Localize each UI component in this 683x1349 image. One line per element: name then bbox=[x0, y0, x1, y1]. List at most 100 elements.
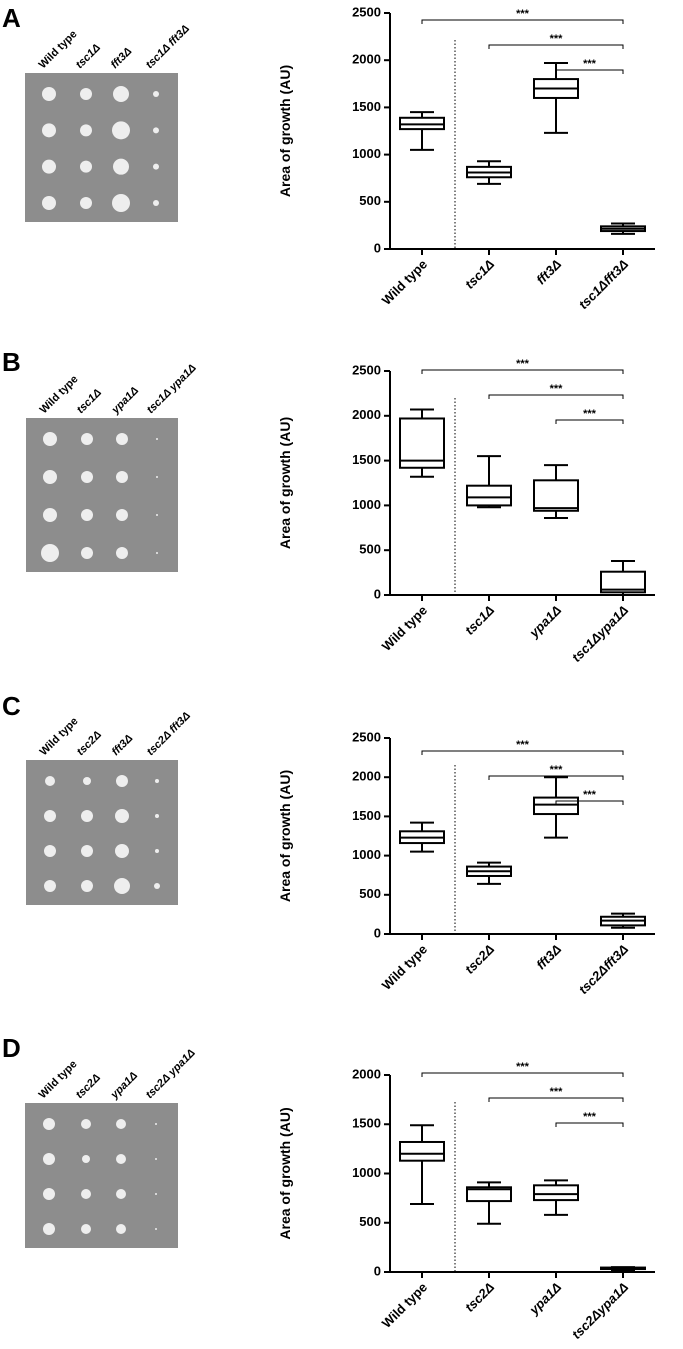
colony-spot bbox=[113, 158, 129, 175]
colony-spot bbox=[81, 810, 93, 822]
colony-spot bbox=[116, 1224, 126, 1234]
significance-label: *** bbox=[516, 358, 530, 370]
y-tick-label: 2500 bbox=[352, 362, 381, 377]
panel-letter: D bbox=[2, 1033, 21, 1063]
y-tick-label: 2500 bbox=[352, 4, 381, 19]
y-axis-label: Area of growth (AU) bbox=[277, 770, 293, 902]
colony-spot bbox=[42, 196, 56, 210]
colony-spot bbox=[44, 880, 56, 892]
colony-spot bbox=[44, 845, 56, 857]
colony-spot bbox=[115, 844, 129, 858]
plate-label: Wild type bbox=[38, 373, 81, 416]
significance-bracket bbox=[555, 69, 624, 74]
y-tick-label: 2000 bbox=[352, 769, 381, 784]
colony-spot bbox=[116, 471, 128, 483]
plate-label: tsc2Δ ypa1Δ bbox=[144, 1047, 198, 1101]
colony-spot bbox=[113, 86, 129, 102]
colony-spot bbox=[42, 123, 56, 138]
colony-spot bbox=[43, 1188, 55, 1200]
colony-spot bbox=[81, 547, 93, 559]
x-tick-label: tsc1Δ bbox=[462, 256, 497, 291]
panel-letter: B bbox=[2, 347, 21, 377]
colony-spot bbox=[43, 1118, 55, 1130]
y-tick-label: 500 bbox=[359, 193, 381, 208]
colony-spot bbox=[156, 438, 158, 440]
x-tick-label: fft3Δ bbox=[533, 941, 564, 972]
y-tick-label: 1000 bbox=[352, 847, 381, 862]
significance-label: *** bbox=[550, 383, 564, 395]
y-tick-label: 0 bbox=[374, 925, 381, 940]
colony-spot bbox=[81, 845, 93, 857]
colony-spot bbox=[80, 197, 92, 209]
y-tick-label: 1500 bbox=[352, 1116, 381, 1131]
colony-spot bbox=[156, 476, 158, 478]
plate-label: tsc2Δ fft3Δ bbox=[145, 710, 193, 758]
significance-bracket bbox=[421, 369, 624, 374]
box bbox=[466, 1186, 512, 1203]
significance-label: *** bbox=[516, 739, 530, 751]
y-axis-label: Area of growth (AU) bbox=[277, 417, 293, 549]
colony-spot bbox=[83, 777, 91, 785]
significance-bracket bbox=[555, 419, 624, 424]
y-tick-label: 1500 bbox=[352, 99, 381, 114]
colony-spot bbox=[112, 121, 130, 140]
panel-letter: A bbox=[2, 3, 21, 33]
x-tick-label: tsc1Δ bbox=[462, 602, 497, 637]
x-tick-label: Wild type bbox=[379, 257, 430, 308]
significance-bracket bbox=[555, 800, 624, 805]
y-tick-label: 1000 bbox=[352, 146, 381, 161]
x-tick-label: Wild type bbox=[379, 1280, 430, 1331]
box bbox=[533, 796, 579, 816]
significance-label: *** bbox=[516, 8, 530, 20]
y-tick-label: 1000 bbox=[352, 497, 381, 512]
significance-label: *** bbox=[583, 1111, 597, 1123]
box bbox=[533, 479, 579, 512]
plate-label: tsc1Δ bbox=[75, 387, 104, 416]
significance-label: *** bbox=[583, 58, 597, 70]
colony-spot bbox=[153, 163, 159, 170]
colony-spot bbox=[116, 433, 128, 445]
colony-spot bbox=[81, 1119, 91, 1129]
y-tick-label: 500 bbox=[359, 886, 381, 901]
colony-spot bbox=[80, 124, 92, 137]
plate-label: Wild type bbox=[37, 28, 80, 71]
colony-spot bbox=[116, 547, 128, 559]
plate-label: ypa1Δ bbox=[109, 385, 141, 417]
plate-label: fft3Δ bbox=[110, 732, 136, 758]
colony-spot bbox=[116, 775, 128, 787]
colony-spot bbox=[156, 552, 158, 554]
plate-label: Wild type bbox=[37, 1058, 80, 1101]
colony-spot bbox=[81, 509, 93, 521]
colony-spot bbox=[114, 878, 130, 894]
colony-spot bbox=[81, 471, 93, 483]
y-tick-label: 1500 bbox=[352, 452, 381, 467]
colony-spot bbox=[155, 849, 159, 853]
significance-label: *** bbox=[550, 764, 564, 776]
colony-spot bbox=[156, 514, 158, 516]
colony-spot bbox=[115, 809, 129, 823]
significance-bracket bbox=[555, 1122, 624, 1127]
colony-spot bbox=[116, 1119, 126, 1129]
significance-bracket bbox=[421, 1072, 624, 1077]
x-tick-label: ypa1Δ bbox=[526, 1279, 565, 1318]
colony-spot bbox=[81, 880, 93, 892]
colony-spot bbox=[155, 1193, 157, 1195]
significance-label: *** bbox=[550, 33, 564, 45]
x-tick-label: tsc2Δfft3Δ bbox=[576, 941, 632, 997]
y-tick-label: 0 bbox=[374, 586, 381, 601]
y-axis-label: Area of growth (AU) bbox=[277, 1107, 293, 1239]
colony-spot bbox=[116, 1189, 126, 1199]
y-tick-label: 500 bbox=[359, 1214, 381, 1229]
significance-label: *** bbox=[550, 1086, 564, 1098]
colony-spot bbox=[116, 509, 128, 521]
colony-spot bbox=[80, 88, 92, 100]
y-tick-label: 1500 bbox=[352, 808, 381, 823]
x-tick-label: fft3Δ bbox=[533, 256, 564, 287]
significance-label: *** bbox=[516, 1061, 530, 1073]
colony-spot bbox=[81, 1189, 91, 1199]
colony-spot bbox=[80, 160, 92, 173]
y-tick-label: 2000 bbox=[352, 52, 381, 67]
plate-label: Wild type bbox=[38, 715, 81, 758]
x-tick-label: tsc2Δ bbox=[462, 941, 497, 976]
